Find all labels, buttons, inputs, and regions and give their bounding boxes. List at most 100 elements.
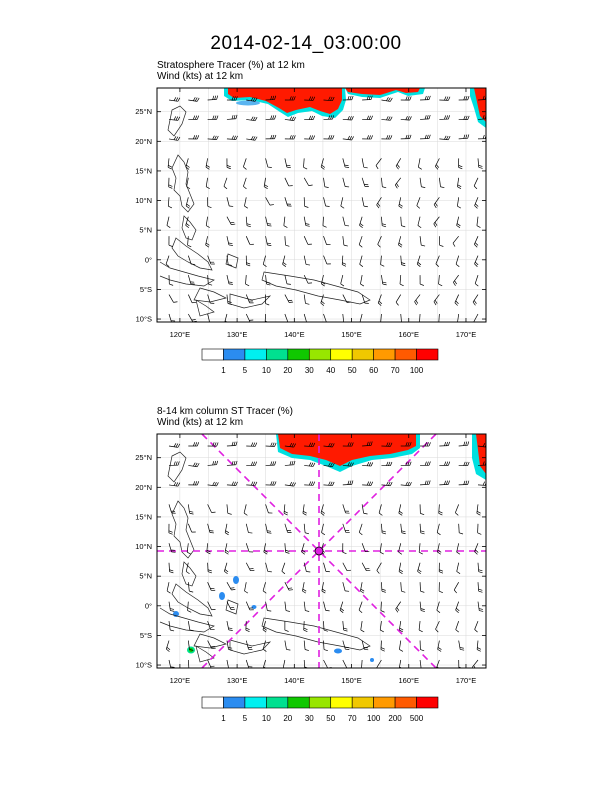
- lon-label: 150°E: [341, 330, 362, 339]
- wind-barb: [419, 236, 426, 247]
- colorbar-swatch: [373, 348, 396, 361]
- wind-barb: [243, 158, 247, 170]
- colorbar-label: 100: [410, 366, 424, 375]
- wind-barb: [359, 255, 364, 267]
- lower-axis-ticks: [157, 434, 486, 668]
- wind-barb: [439, 177, 445, 189]
- wind-barb: [185, 158, 190, 170]
- lon-label: 130°E: [227, 676, 248, 685]
- wind-barb: [303, 523, 310, 535]
- wind-barb: [187, 601, 192, 613]
- wind-barb: [400, 96, 412, 101]
- wind-barb: [375, 158, 382, 170]
- wind-barb: [361, 158, 368, 169]
- wind-barb: [323, 442, 335, 448]
- wind-barb: [265, 601, 272, 612]
- wind-barb: [265, 562, 272, 573]
- upper-lon-labels: 120°E 130°E 140°E 150°E 160°E 170°E: [170, 330, 477, 339]
- wind-barb: [362, 481, 374, 486]
- wind-barb: [400, 255, 406, 267]
- wind-barb: [245, 543, 254, 553]
- lat-label: 20°N: [135, 137, 152, 146]
- wind-barb: [167, 158, 173, 170]
- lat-label: 25°N: [135, 107, 152, 116]
- colorbar-swatch: [287, 348, 310, 361]
- wind-barb: [361, 197, 368, 208]
- wind-barb: [358, 601, 363, 613]
- wind-barb: [244, 197, 249, 209]
- wind-barb: [265, 115, 277, 120]
- wind-barb: [439, 96, 451, 101]
- colorbar-swatch: [351, 696, 374, 709]
- wind-barb: [419, 275, 424, 286]
- wind-barb: [303, 177, 313, 186]
- wind-barb: [168, 659, 175, 668]
- wind-barb: [420, 442, 431, 447]
- wind-barb: [207, 313, 210, 322]
- wind-barb: [226, 582, 236, 591]
- wind-barb: [166, 582, 171, 594]
- wind-barb: [303, 294, 310, 305]
- wind-barb: [361, 659, 363, 668]
- colorbar-label: 20: [283, 366, 292, 375]
- wind-barb: [419, 659, 422, 668]
- wind-barb: [207, 197, 212, 208]
- wind-barb: [265, 95, 277, 101]
- upper-wind-barbs: [165, 95, 486, 322]
- lower-lat-labels: 25°N 20°N 15°N 10°N 5°N 0° 5°S 10°S: [135, 453, 152, 669]
- wind-barb: [323, 197, 330, 207]
- wind-barb: [245, 562, 255, 572]
- lower-coastlines: [159, 451, 371, 663]
- upper-subtitle: Stratosphere Tracer (%) at 12 km Wind (k…: [157, 60, 305, 82]
- wind-barb: [342, 640, 350, 650]
- lon-label: 160°E: [398, 676, 419, 685]
- crosshair-center-marker: [314, 546, 324, 556]
- wind-barb: [263, 177, 269, 189]
- wind-barb: [477, 601, 484, 612]
- wind-barb: [458, 95, 470, 101]
- wind-barb: [321, 275, 326, 287]
- wind-barb: [342, 158, 350, 168]
- wind-barb: [168, 275, 174, 286]
- wind-barb: [284, 481, 297, 487]
- wind-barb: [398, 543, 402, 555]
- wind-barb: [400, 313, 402, 322]
- lat-label: 0°: [145, 255, 152, 264]
- colorbar-label: 70: [348, 714, 357, 723]
- wind-barb: [284, 601, 290, 612]
- wind-barb: [207, 481, 219, 487]
- wind-barb: [360, 621, 365, 633]
- wind-barb: [456, 562, 461, 575]
- lat-label: 0°: [145, 601, 152, 610]
- wind-barb: [165, 255, 170, 267]
- wind-barb: [361, 294, 369, 304]
- colorbar-label: 500: [410, 714, 424, 723]
- lat-label: 10°N: [135, 196, 152, 205]
- wind-barb: [381, 481, 393, 487]
- wind-barb: [168, 116, 181, 121]
- wind-barb: [361, 504, 368, 515]
- colorbar-label: 30: [305, 714, 314, 723]
- colorbar-swatch: [373, 696, 396, 709]
- wind-barb: [419, 582, 425, 593]
- wind-barb: [186, 543, 191, 555]
- wind-barb: [265, 236, 272, 246]
- wind-barb: [245, 659, 253, 668]
- lat-label: 5°N: [139, 572, 152, 581]
- colorbar-swatch: [416, 348, 439, 361]
- wind-barb: [458, 523, 464, 535]
- wind-barb: [342, 294, 351, 303]
- wind-barb: [342, 462, 354, 467]
- wind-barb: [342, 115, 354, 121]
- wind-barb: [342, 523, 350, 533]
- wind-barb: [381, 461, 393, 467]
- wind-barb: [379, 543, 384, 555]
- wind-barb: [458, 640, 465, 651]
- wind-barb: [395, 158, 402, 170]
- wind-barb: [433, 197, 440, 209]
- lat-label: 25°N: [135, 453, 152, 462]
- wind-barb: [361, 177, 369, 187]
- colorbar-swatch: [266, 696, 289, 709]
- colorbar-label: 30: [305, 366, 314, 375]
- wind-barb: [418, 158, 422, 170]
